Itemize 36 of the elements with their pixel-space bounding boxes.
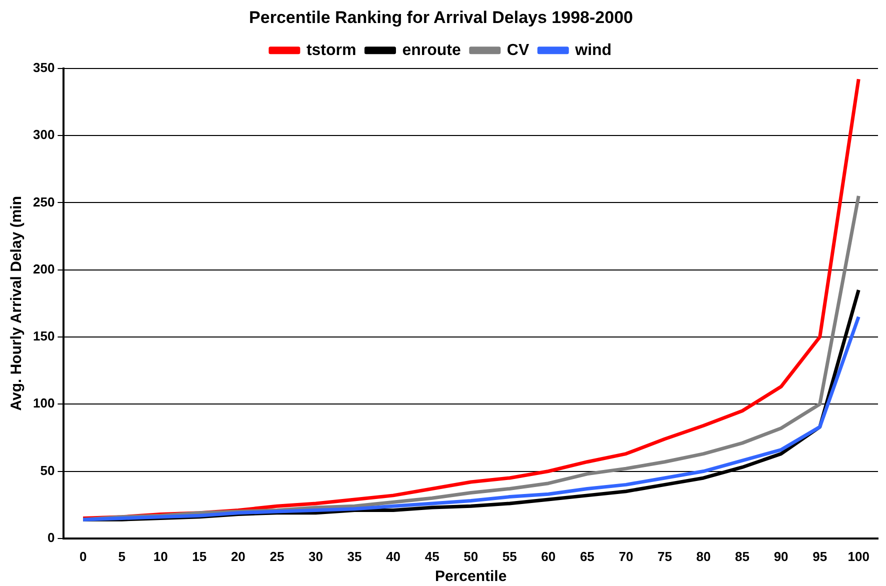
y-tick-label: 0: [47, 530, 55, 545]
x-tick-label: 60: [541, 548, 556, 564]
x-tick-label: 5: [118, 548, 126, 564]
x-tick-label: 55: [502, 548, 517, 564]
x-tick-label: 75: [657, 548, 672, 564]
x-tick-label: 100: [848, 548, 870, 564]
chart-title: Percentile Ranking for Arrival Delays 1998-2000: [249, 8, 633, 27]
x-tick-label: 10: [153, 548, 168, 564]
y-axis-title: Avg. Hourly Arrival Delay (min: [8, 196, 26, 411]
x-tick-label: 80: [696, 548, 711, 564]
x-tick-label: 95: [812, 548, 828, 564]
x-tick-label: 0: [79, 548, 87, 564]
legend-label: enroute: [402, 42, 461, 59]
x-tick-label: 50: [464, 548, 478, 564]
x-tick-label: 70: [618, 548, 634, 564]
x-tick-label: 30: [308, 548, 323, 564]
x-tick-label: 35: [347, 548, 362, 564]
legend-label: CV: [506, 42, 530, 59]
x-tick-label: 40: [386, 548, 401, 564]
y-tick-label: 300: [32, 127, 55, 142]
legend-label: wind: [574, 42, 612, 59]
y-tick-label: 250: [32, 194, 55, 210]
x-tick-label: 65: [580, 548, 594, 564]
x-tick-label: 15: [192, 548, 207, 564]
x-tick-label: 85: [735, 548, 750, 564]
y-tick-label: 50: [40, 462, 55, 478]
x-tick-label: 90: [774, 548, 788, 564]
y-tick-label: 150: [32, 328, 55, 344]
legend-label: tstorm: [306, 42, 356, 59]
x-tick-label: 45: [424, 548, 440, 564]
y-tick-label: 200: [32, 261, 55, 276]
y-tick-label: 100: [32, 396, 55, 411]
x-axis-title: Percentile: [434, 568, 507, 586]
x-tick-label: 25: [270, 548, 284, 564]
y-tick-label: 350: [32, 60, 55, 75]
x-tick-label: 20: [230, 548, 246, 564]
